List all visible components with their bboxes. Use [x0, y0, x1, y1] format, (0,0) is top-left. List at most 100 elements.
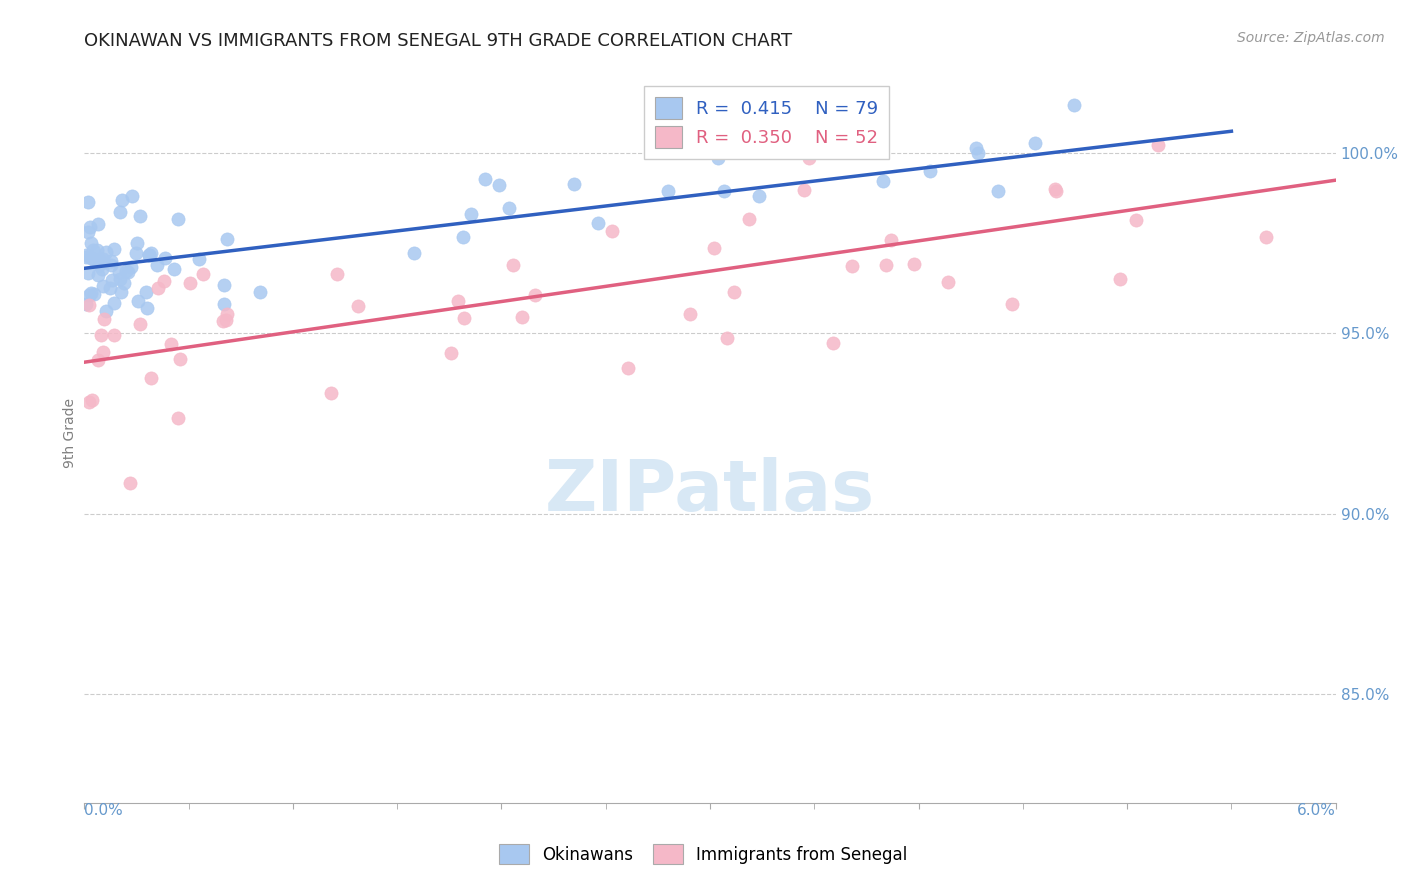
Point: [141, 371, 163, 385]
Point: [152, 274, 174, 288]
Point: [96, 303, 118, 318]
Point: [91, 252, 114, 266]
Point: [103, 327, 125, 342]
Point: [1063, 98, 1085, 112]
Point: [80, 252, 103, 266]
Point: [128, 209, 150, 223]
Text: 6.0%: 6.0%: [1296, 803, 1336, 818]
Point: [249, 285, 271, 299]
Point: [1001, 297, 1024, 311]
Point: [1043, 181, 1066, 195]
Point: [460, 207, 482, 221]
Point: [841, 259, 863, 273]
Point: [1109, 272, 1132, 286]
Point: [523, 288, 546, 302]
Point: [75, 248, 97, 262]
Point: [110, 205, 132, 219]
Point: [440, 346, 463, 360]
Point: [453, 311, 475, 326]
Point: [82, 243, 104, 257]
Point: [965, 141, 987, 155]
Point: [326, 267, 349, 281]
Point: [103, 242, 125, 256]
Point: [713, 184, 735, 198]
Point: [79, 219, 101, 234]
Point: [875, 258, 897, 272]
Point: [215, 313, 238, 327]
Point: [166, 411, 188, 425]
Point: [136, 301, 159, 315]
Point: [135, 285, 157, 300]
Point: [498, 201, 520, 215]
Point: [862, 139, 884, 153]
Point: [90, 261, 112, 276]
Point: [1125, 213, 1147, 227]
Point: [703, 241, 725, 255]
Point: [127, 235, 149, 250]
Point: [82, 252, 104, 266]
Point: [716, 331, 738, 345]
Point: [657, 184, 679, 198]
Point: [101, 273, 124, 287]
Point: [1254, 230, 1277, 244]
Point: [146, 258, 169, 272]
Point: [98, 280, 121, 294]
Point: [87, 252, 110, 267]
Point: [94, 244, 117, 259]
Point: [87, 353, 110, 368]
Point: [146, 281, 169, 295]
Point: [167, 212, 190, 227]
Point: [797, 152, 820, 166]
Point: [214, 297, 236, 311]
Point: [77, 394, 100, 409]
Point: [108, 265, 131, 279]
Point: [115, 264, 138, 278]
Point: [83, 287, 105, 301]
Point: [617, 361, 640, 376]
Point: [87, 218, 110, 232]
Point: [169, 351, 191, 366]
Point: [120, 475, 142, 490]
Point: [82, 392, 104, 407]
Point: [77, 288, 100, 302]
Point: [723, 285, 745, 299]
Point: [321, 385, 343, 400]
Point: [117, 265, 139, 279]
Point: [446, 294, 468, 309]
Point: [120, 260, 142, 275]
Point: [103, 296, 125, 310]
Point: [160, 337, 183, 351]
Text: Source: ZipAtlas.com: Source: ZipAtlas.com: [1237, 31, 1385, 45]
Point: [707, 151, 730, 165]
Point: [110, 285, 132, 299]
Point: [93, 312, 115, 326]
Point: [562, 177, 585, 191]
Point: [108, 272, 131, 286]
Text: 0.0%: 0.0%: [84, 803, 124, 818]
Y-axis label: 9th Grade: 9th Grade: [63, 398, 77, 467]
Point: [821, 335, 844, 350]
Point: [77, 225, 100, 239]
Point: [138, 247, 160, 261]
Point: [586, 216, 609, 230]
Point: [155, 251, 177, 265]
Point: [404, 245, 426, 260]
Point: [179, 276, 201, 290]
Point: [679, 307, 702, 321]
Point: [100, 254, 122, 268]
Point: [79, 235, 101, 250]
Point: [737, 212, 759, 227]
Point: [346, 299, 368, 313]
Point: [76, 194, 98, 209]
Point: [474, 172, 496, 186]
Point: [217, 232, 239, 246]
Point: [91, 345, 114, 359]
Point: [212, 277, 235, 292]
Point: [1024, 136, 1046, 150]
Point: [748, 189, 770, 203]
Point: [793, 183, 815, 197]
Point: [212, 314, 235, 328]
Point: [125, 246, 148, 260]
Point: [77, 266, 100, 280]
Point: [1146, 138, 1168, 153]
